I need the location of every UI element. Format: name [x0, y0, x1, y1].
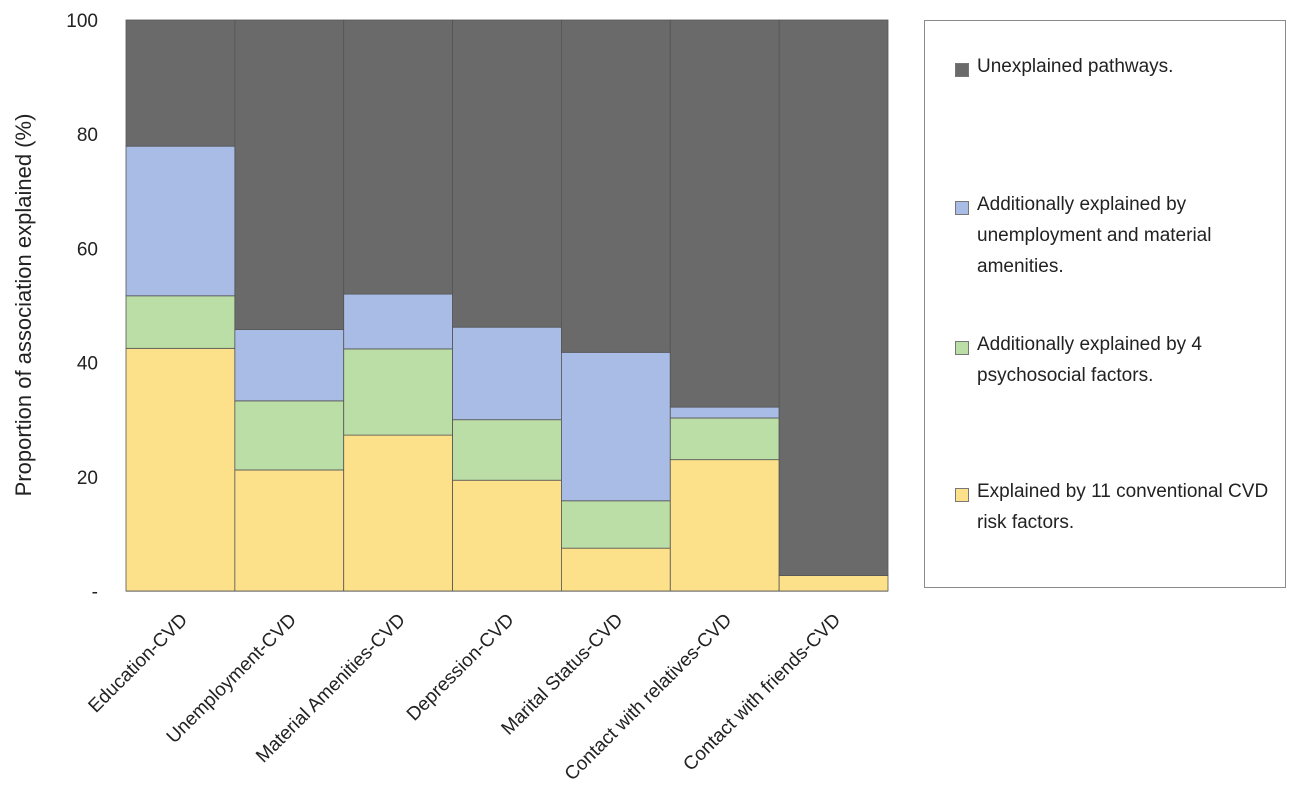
y-tick-label: - [92, 582, 98, 603]
bar-segment [452, 479, 562, 592]
bar-segment [669, 417, 780, 461]
bar-segment [234, 19, 345, 330]
bar-segment [561, 547, 671, 592]
bar-segment [669, 406, 780, 419]
legend-label: Additionally explained by unemployment a… [977, 194, 1212, 277]
bar-segment [452, 19, 562, 328]
legend-swatch [955, 63, 969, 77]
y-axis-ticks: - 20 40 60 80 100 [66, 11, 98, 603]
bar-layer [125, 19, 889, 592]
bar-segment [343, 434, 453, 592]
bar-segment [561, 19, 671, 353]
legend-swatch [955, 201, 969, 215]
legend-label: Additionally explained by 4 psychosocial… [977, 334, 1202, 386]
bar-segment [669, 19, 780, 408]
legend-item: Explained by 11 conventional CVD risk fa… [955, 481, 1277, 538]
legend-swatch [955, 341, 969, 355]
y-tick-label: 100 [66, 11, 98, 32]
bar-segment [234, 469, 345, 592]
bar-segment [125, 347, 236, 592]
x-tick-label: Marital Status-CVD [498, 610, 628, 740]
x-tick-label: Education-CVD [85, 610, 192, 717]
bar-segment [669, 459, 780, 592]
legend-label: Explained by 11 conventional CVD risk fa… [977, 481, 1269, 533]
bar-segment [778, 19, 889, 576]
y-axis-label: Proportion of association explained (%) [11, 114, 36, 497]
bar-segment [125, 19, 236, 147]
bar-segment [452, 326, 562, 421]
bar-segment [234, 329, 345, 402]
legend-item: Unexplained pathways. [955, 56, 1277, 82]
bar-segment [125, 145, 236, 297]
bar-segment [561, 351, 671, 502]
y-tick-label: 60 [77, 239, 98, 260]
bar-segment [234, 400, 345, 471]
legend-item: Additionally explained by unemployment a… [955, 194, 1277, 282]
legend-label: Unexplained pathways. [977, 56, 1174, 77]
legend-swatch [955, 488, 969, 502]
bar-segment [778, 575, 889, 592]
legend: Unexplained pathways. Additionally explai… [924, 20, 1286, 588]
legend-item: Additionally explained by 4 psychosocial… [955, 334, 1277, 391]
bar-segment [343, 348, 453, 436]
bar-segment [343, 19, 453, 295]
y-tick-label: 20 [77, 468, 98, 489]
y-tick-label: 40 [77, 354, 98, 375]
bar-segment [343, 293, 453, 350]
bar-segment [561, 500, 671, 549]
bar-segment [125, 295, 236, 349]
x-tick-label: Depression-CVD [403, 610, 519, 726]
y-tick-label: 80 [77, 125, 98, 146]
bar-segment [452, 419, 562, 481]
